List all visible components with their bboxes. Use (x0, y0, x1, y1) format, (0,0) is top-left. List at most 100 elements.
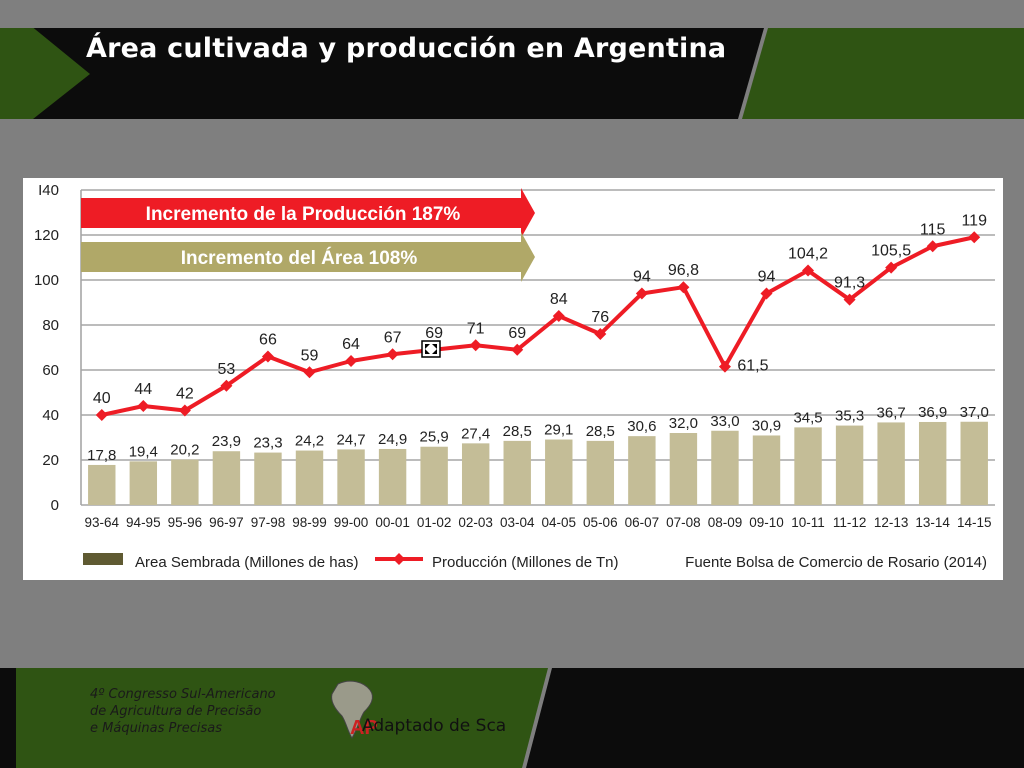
x-tick-label: 94-95 (126, 515, 161, 530)
area-bar (171, 459, 199, 505)
x-tick-label: 99-00 (334, 515, 369, 530)
area-bar (752, 435, 781, 505)
production-label: 91,3 (834, 275, 865, 292)
y-tick-label: 0 (51, 497, 59, 514)
production-label: 105,5 (871, 243, 911, 260)
area-bar (794, 427, 822, 505)
production-point (635, 287, 648, 300)
production-point (552, 310, 565, 322)
area-bar-label: 30,9 (752, 417, 781, 434)
production-label: 84 (550, 291, 568, 308)
production-point (802, 264, 815, 277)
x-tick-label: 09-10 (749, 515, 784, 530)
credit-text: Adaptado de Sca (362, 716, 507, 736)
logo-text: AP (350, 717, 378, 739)
area-bar-label: 37,0 (960, 404, 989, 421)
x-tick-label: 06-07 (625, 515, 660, 530)
chart-grid (81, 189, 995, 506)
production-point (885, 261, 898, 274)
resize-handle-icon[interactable] (421, 340, 441, 358)
production-point (968, 231, 981, 244)
y-tick-label: 60 (42, 362, 59, 379)
production-label: 69 (425, 325, 443, 342)
area-bars (88, 421, 988, 505)
production-point (760, 287, 773, 300)
area-bar (420, 446, 448, 505)
banner-text: Incremento de la Producción 187% (146, 204, 461, 225)
footer-green (0, 668, 548, 768)
area-bar-label: 24,7 (336, 431, 365, 448)
title-bar (0, 28, 1024, 119)
title-arrow-icon (14, 28, 90, 119)
area-bar (378, 448, 407, 505)
production-point (178, 404, 191, 417)
production-point (220, 379, 233, 392)
legend-line-marker (393, 553, 405, 565)
x-tick-label: 95-96 (168, 515, 203, 530)
congress-logo: AP (331, 680, 378, 739)
production-label: 119 (961, 212, 987, 229)
x-tick-label: 93-64 (85, 515, 120, 530)
area-bar (212, 451, 241, 505)
y-tick-label: 40 (42, 407, 59, 424)
production-point (926, 240, 939, 253)
x-tick-label: 11-12 (833, 515, 867, 530)
production-point (843, 293, 856, 306)
area-bar-label: 19,4 (129, 443, 158, 460)
production-label: 94 (758, 269, 776, 286)
x-tick-label: 98-99 (292, 515, 327, 530)
congress-line-1: 4º Congresso Sul-Americano (90, 687, 276, 702)
page-title: Área cultivada y producción en Argentina (86, 33, 727, 64)
area-bar-label: 20,2 (170, 442, 199, 459)
congress-name: 4º Congresso Sul-Americano de Agricultur… (90, 686, 276, 737)
area-bar-label: 30,6 (627, 418, 656, 435)
footer-black (526, 668, 1024, 768)
area-bar (295, 450, 324, 505)
y-tick-label: 120 (34, 227, 59, 244)
production-label: 67 (384, 329, 402, 346)
production-point (677, 281, 690, 294)
x-tick-label: 14-15 (957, 515, 992, 530)
x-tick-label: 13-14 (915, 515, 950, 530)
area-bar-labels: 17,8 19,4 20,2 23,9 23,3 24,2 24,7 24,9 25,9 27,4… (87, 404, 989, 464)
production-point (345, 355, 358, 367)
x-tick-label: 10-11 (791, 515, 825, 530)
area-bar-label: 27,4 (461, 425, 490, 442)
area-bar (88, 464, 116, 505)
production-label: 71 (467, 320, 485, 337)
area-bar (461, 443, 490, 505)
area-bar (628, 436, 656, 505)
banner-text: Incremento del Área 108% (181, 247, 418, 269)
area-bar (545, 439, 573, 505)
area-bar-label: 17,8 (87, 447, 116, 464)
source-note: Fuente Bolsa de Comercio de Rosario (201… (685, 554, 987, 571)
area-bar (918, 421, 947, 505)
production-label: 59 (301, 347, 319, 364)
x-tick-label: 00-01 (375, 515, 410, 530)
area-bar-label: 29,1 (544, 422, 573, 439)
production-point (303, 366, 316, 379)
x-axis: 93-64 94-95 95-96 96-97 97-98 98-99 99-00 00-01… (85, 515, 992, 530)
area-bar-label: 36,7 (877, 404, 906, 421)
production-series-line (101, 235, 975, 417)
area-bar-label: 25,9 (420, 429, 449, 446)
area-bar-label: 36,9 (918, 404, 947, 421)
area-bar (711, 430, 739, 505)
congress-line-2: de Agricultura de Precisão (90, 704, 262, 719)
footer-left-strip (0, 668, 16, 768)
chart: 0 20 40 60 80 100 120 I40 17,8 19,4 20,2 23,9 23,3 2… (34, 182, 995, 571)
area-bar (503, 440, 531, 505)
x-tick-label: 05-06 (583, 515, 618, 530)
legend-line-label: Producción (Millones de Tn) (432, 554, 618, 571)
production-label: 42 (176, 386, 194, 403)
chart-panel: 0 20 40 60 80 100 120 I40 17,8 19,4 20,2 23,9 23,3 2… (23, 178, 1003, 580)
production-label: 96,8 (668, 262, 699, 279)
production-label: 104,2 (788, 246, 828, 263)
production-label: 64 (342, 336, 360, 353)
area-bar-label: 32,0 (669, 415, 698, 432)
chart-legend: Area Sembrada (Millones de has) Producció… (83, 553, 987, 571)
footer-bar (0, 668, 1024, 768)
production-point (511, 343, 524, 356)
x-tick-label: 03-04 (500, 515, 535, 530)
y-tick-label: 80 (42, 317, 59, 334)
